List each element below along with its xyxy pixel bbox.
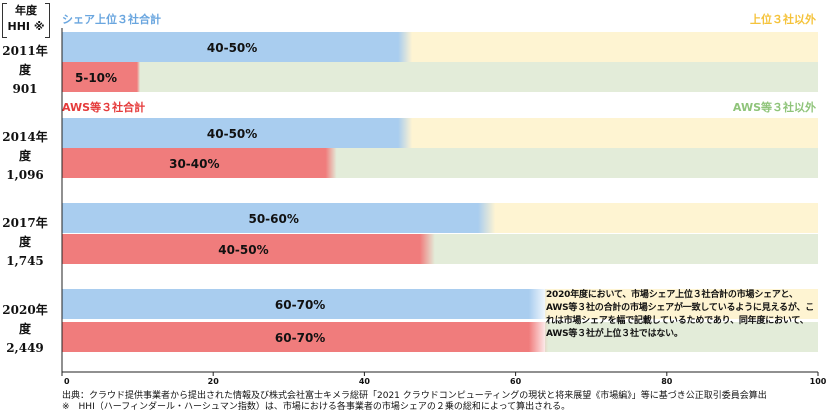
- legend-non-top3: 上位３社以外: [750, 13, 816, 26]
- hhi-value: 901: [12, 82, 38, 96]
- data-label-aws3: 40-50%: [218, 243, 268, 257]
- year-hhi-header: 年度 HHI ※: [2, 3, 50, 38]
- bar-aws3-share: [62, 148, 337, 178]
- bar-top3-share: [62, 203, 496, 233]
- data-label-top3: 40-50%: [207, 127, 257, 141]
- legend-top3-share: シェア上位３社合計: [62, 13, 161, 26]
- hhi-value: 1,096: [6, 168, 44, 182]
- footer-hhi-note: ※ HHI（ハーフィンダール・ハーシュマン指数）は、市場における各事業者の市場シ…: [62, 402, 571, 412]
- year-label: 2020年度: [2, 302, 48, 336]
- year-hhi-label: 2020年度 2,449: [0, 301, 50, 358]
- x-tick-label: 40: [359, 377, 371, 386]
- hhi-value: 2,449: [6, 340, 44, 355]
- x-tick-label: 20: [208, 377, 220, 386]
- year-hhi-label: 2014年度 1,096: [0, 128, 50, 185]
- x-tick-label: 0: [64, 377, 70, 386]
- year-hhi-label: 2011年度 901: [0, 42, 50, 99]
- bar-non-top3: [545, 289, 818, 319]
- x-tick-label: 100: [810, 377, 827, 386]
- hhi-value: 1,745: [6, 253, 44, 268]
- bar-top3-share: [62, 289, 549, 319]
- year-hhi-label: 2017年度 1,745: [0, 214, 50, 271]
- data-label-top3: 40-50%: [207, 41, 257, 55]
- legend-aws3-share: AWS等３社合計: [62, 101, 146, 114]
- note-2020: 2020年度において、市場シェア上位３社合計の市場シェアと、AWS等３社の合計の…: [546, 290, 815, 339]
- legend-non-aws3: AWS等３社以外: [732, 101, 816, 114]
- bar-aws3-share: [62, 62, 141, 92]
- year-label: 2014年度: [2, 130, 48, 163]
- x-tick-label: 80: [661, 377, 673, 386]
- header-hhi-label: HHI ※: [7, 20, 45, 33]
- data-label-top3: 50-60%: [248, 212, 298, 226]
- footer-source: 出典：クラウド提供事業者から提出された情報及び株式会社富士キメラ総研「2021 …: [62, 391, 767, 401]
- year-label: 2017年度: [2, 215, 48, 249]
- year-label: 2011年度: [2, 44, 48, 77]
- data-label-aws3: 5-10%: [75, 71, 117, 85]
- bar-top3-share: [62, 118, 413, 148]
- header-bracket-left: [2, 3, 7, 38]
- bar-non-aws3: [62, 62, 818, 92]
- bar-aws3-share: [62, 322, 549, 352]
- header-year-label: 年度: [15, 4, 37, 17]
- x-tick-label: 60: [510, 377, 522, 386]
- data-label-aws3: 30-40%: [169, 157, 219, 171]
- data-label-aws3: 60-70%: [275, 331, 325, 345]
- bar-aws3-share: [62, 234, 435, 264]
- data-label-top3: 60-70%: [275, 298, 325, 312]
- bar-top3-share: [62, 32, 413, 62]
- bar-non-aws3: [545, 322, 818, 352]
- header-bracket-right: [45, 3, 50, 38]
